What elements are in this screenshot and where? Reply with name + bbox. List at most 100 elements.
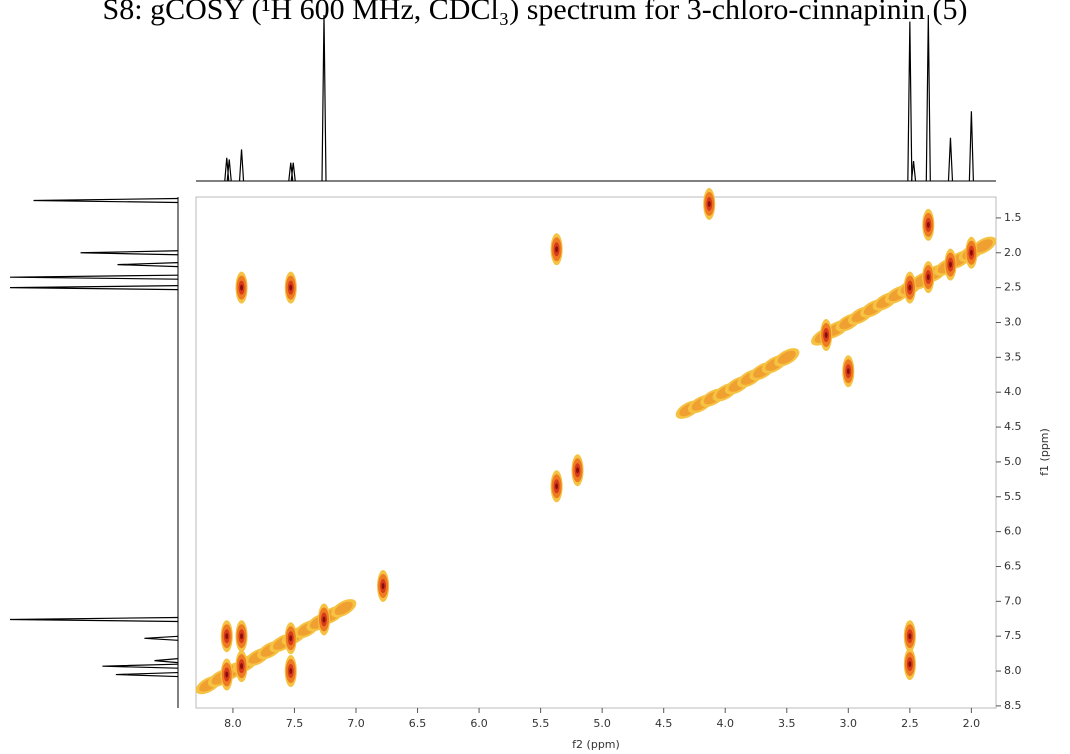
cross-peak xyxy=(284,622,297,655)
x-tick-label: 3.0 xyxy=(840,717,858,730)
cross-peak xyxy=(318,603,330,636)
contour-level xyxy=(824,332,828,339)
cross-peak xyxy=(903,648,916,681)
y-tick-label: 4.5 xyxy=(1004,420,1022,433)
diagonal-peak xyxy=(774,348,800,367)
top-projection-peak xyxy=(910,161,917,182)
top-projection-peak xyxy=(226,159,232,182)
contour-level xyxy=(707,200,711,207)
y-tick-label: 3.0 xyxy=(1004,315,1022,328)
contour-level xyxy=(225,633,229,640)
contour-level xyxy=(908,661,912,668)
x-tick-label: 3.5 xyxy=(778,717,796,730)
y-tick-label: 5.5 xyxy=(1004,490,1022,503)
contour-level xyxy=(948,261,952,268)
y-tick-label: 5.0 xyxy=(1004,455,1022,468)
chart-title: S8: gCOSY (¹H 600 MHz, CDCl₃) spectrum f… xyxy=(103,0,968,26)
y-tick-label: 2.0 xyxy=(1004,246,1022,259)
cross-peak xyxy=(922,208,935,241)
left-projection-peak xyxy=(117,262,179,268)
top-projection-peak xyxy=(290,162,296,182)
cross-peak xyxy=(220,658,233,691)
contour-level xyxy=(576,467,580,474)
contour-level xyxy=(969,249,973,256)
cross-peak xyxy=(550,470,563,503)
x-tick-label: 2.5 xyxy=(901,717,919,730)
top-projection-peak xyxy=(238,149,245,182)
x-tick-label: 8.0 xyxy=(224,717,242,730)
cross-peak xyxy=(703,187,716,220)
left-projection-peak xyxy=(9,274,179,280)
x-tick-label: 5.0 xyxy=(593,717,611,730)
cross-peak xyxy=(235,271,248,304)
x-tick-label: 6.5 xyxy=(409,717,427,730)
contour-level xyxy=(777,350,796,364)
y-tick-label: 2.5 xyxy=(1004,281,1022,294)
cross-peak xyxy=(903,271,916,304)
y-axis-label: f1 (ppm) xyxy=(1038,428,1051,476)
contour-level xyxy=(381,583,385,590)
cross-peak xyxy=(922,261,935,294)
contour-level xyxy=(846,368,850,375)
left-projection-peak xyxy=(102,663,179,669)
y-tick-label: 7.0 xyxy=(1004,594,1022,607)
contour-level xyxy=(974,239,993,253)
contour-level xyxy=(555,483,559,490)
x-tick-label: 5.5 xyxy=(532,717,550,730)
diagonal-peak xyxy=(331,599,357,618)
contour-level xyxy=(240,284,244,291)
contour-level xyxy=(225,671,229,678)
y-tick-label: 3.5 xyxy=(1004,350,1022,363)
contour-level xyxy=(926,274,930,281)
y-tick-label: 6.5 xyxy=(1004,559,1022,572)
y-tick-label: 7.5 xyxy=(1004,629,1022,642)
cross-peak xyxy=(571,454,584,487)
contour-level xyxy=(240,633,244,640)
cross-peak xyxy=(820,319,833,352)
top-projection-peak xyxy=(968,111,974,182)
cross-peak xyxy=(235,650,248,683)
left-projection-peak xyxy=(154,657,179,664)
cross-peak xyxy=(842,355,855,388)
cross-peak xyxy=(965,236,978,269)
y-tick-label: 6.0 xyxy=(1004,525,1022,538)
left-projection-peak xyxy=(80,250,179,256)
contour-level xyxy=(289,635,293,642)
top-projection-peak xyxy=(947,137,954,182)
plot-frame xyxy=(195,196,997,709)
contour-level xyxy=(555,246,559,253)
left-projection-peak xyxy=(115,671,179,678)
left-projection-peak xyxy=(33,197,179,204)
x-tick-label: 4.0 xyxy=(716,717,734,730)
top-projection-peak xyxy=(321,14,327,182)
left-projection-peak xyxy=(9,616,179,623)
x-tick-label: 4.5 xyxy=(655,717,673,730)
cross-peak xyxy=(220,620,233,653)
cross-peak xyxy=(550,233,563,266)
x-axis-label: f2 (ppm) xyxy=(572,738,620,751)
cross-peak xyxy=(235,620,248,653)
left-projection-peak xyxy=(9,285,179,291)
contour-level xyxy=(908,633,912,640)
cross-peak xyxy=(944,248,957,281)
diagonal-peak xyxy=(971,236,997,256)
contour-level xyxy=(289,668,293,675)
cross-peak xyxy=(284,655,297,688)
x-tick-label: 7.5 xyxy=(286,717,304,730)
x-tick-label: 6.0 xyxy=(470,717,488,730)
top-projection-peak xyxy=(925,14,931,182)
cross-peak xyxy=(903,620,916,653)
cross-peak xyxy=(377,570,390,603)
top-projection-peak xyxy=(907,21,913,182)
contour-level xyxy=(334,601,353,615)
contour-level xyxy=(240,663,244,670)
contour-level xyxy=(926,221,930,228)
x-tick-label: 7.0 xyxy=(347,717,365,730)
x-tick-label: 2.0 xyxy=(963,717,981,730)
contour-level xyxy=(322,616,326,623)
y-tick-label: 8.5 xyxy=(1004,699,1022,712)
y-tick-label: 1.5 xyxy=(1004,211,1022,224)
contour-level xyxy=(908,284,912,291)
cross-peak xyxy=(284,271,297,304)
contour-level xyxy=(289,284,293,291)
